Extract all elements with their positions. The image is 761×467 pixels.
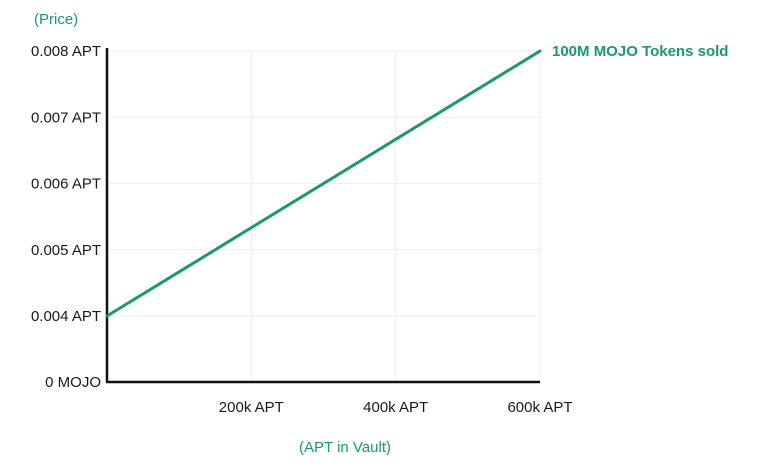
- end-annotation: 100M MOJO Tokens sold: [552, 43, 728, 60]
- y-tick-label: 0.006 APT: [31, 176, 101, 193]
- y-axis-title: (Price): [34, 11, 78, 28]
- axes: [105, 48, 540, 384]
- y-tick-label: 0.004 APT: [31, 308, 101, 325]
- x-tick-label: 200k APT: [219, 399, 284, 416]
- series-line: [105, 49, 542, 318]
- y-tick-label: 0 MOJO: [45, 374, 101, 391]
- series: [105, 49, 542, 318]
- x-tick-label: 600k APT: [507, 399, 572, 416]
- x-tick-labels: 200k APT 400k APT 600k APT: [219, 399, 573, 416]
- x-axis-title: (APT in Vault): [299, 439, 391, 456]
- y-tick-label: 0.008 APT: [31, 43, 101, 60]
- x-tick-label: 400k APT: [363, 399, 428, 416]
- y-tick-label: 0.007 APT: [31, 109, 101, 126]
- grid-lines: [107, 50, 541, 382]
- y-tick-labels: 0.008 APT 0.007 APT 0.006 APT 0.005 APT 0.00…: [31, 43, 101, 391]
- y-tick-label: 0.005 APT: [31, 242, 101, 259]
